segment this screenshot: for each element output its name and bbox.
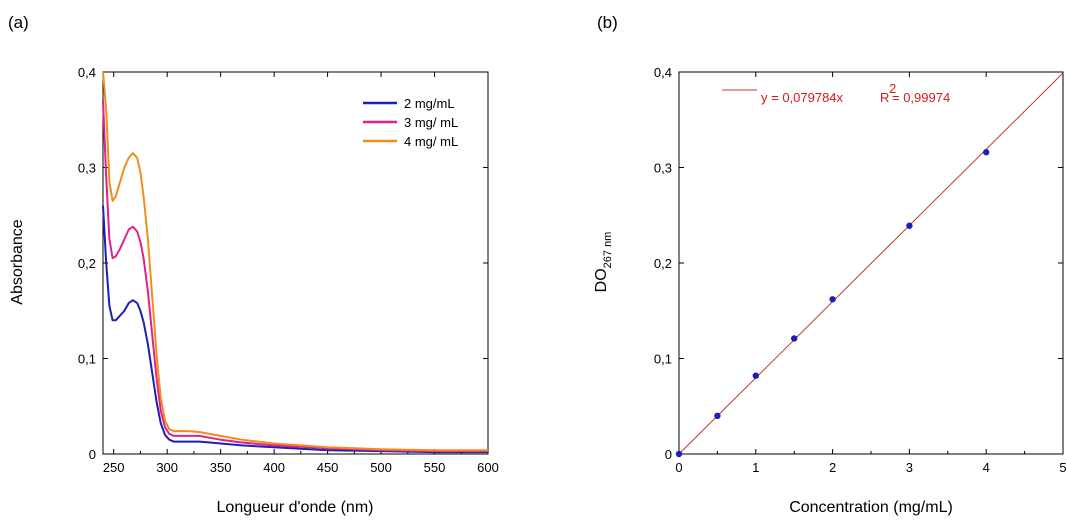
fit-line [678,72,1064,455]
legend-label-3mg: 3 mg/ mL [404,115,458,130]
plot-a-xtick-label: 400 [263,460,285,475]
r2-superscript: 2 [889,81,896,96]
plot-b-xtick-label: 0 [675,460,682,475]
plot-b-xtick-label: 1 [752,460,759,475]
plot-a-legend: 2 mg/mL 3 mg/ mL 4 mg/ mL [363,96,458,149]
plot-a-xtick-label: 500 [370,460,392,475]
plot-b-xtick-label: 5 [1059,460,1066,475]
panel-b: (b) 0 1 2 3 4 5 0 0,1 0,2 0,3 0,4 Concentration (m… [593,13,1066,516]
plot-b-ylabel-main: DO [593,268,610,292]
plot-b-ytick-label: 0,3 [654,161,672,176]
plot-a-ytick-label: 0,4 [78,65,96,80]
plot-a-ytick-label: 0 [89,447,96,462]
plot-a-area: 250 300 350 400 450 500 550 600 0 0,1 0,2 0,3 0,4 [78,65,499,475]
plot-b-xtick-label: 4 [983,460,990,475]
plot-a-xlabel: Longueur d'onde (nm) [217,499,374,516]
data-point [829,296,836,303]
plot-b-equation: y = 0,079784x R 2 = 0,99974 [722,81,950,105]
plot-b-ytick-label: 0 [665,447,672,462]
data-point [714,412,721,419]
plot-b-area: 0 1 2 3 4 5 0 0,1 0,2 0,3 0,4 [654,65,1066,475]
plot-b-ytick-label: 0,1 [654,352,672,367]
data-point [675,450,683,458]
equation-text: y = 0,079784x [761,90,844,105]
plot-b-ytick-label: 0,4 [654,65,672,80]
plot-a-ytick-label: 0,1 [78,352,96,367]
panel-a-label: (a) [8,13,29,32]
plot-b-ylabel-sub: 267 nm [602,232,614,269]
data-point [791,335,798,342]
data-point [906,222,913,229]
series-line-4mg [102,71,488,452]
plot-a-xtick-label: 250 [103,460,125,475]
plot-b-xtick-label: 2 [829,460,836,475]
data-point [983,149,990,156]
legend-label-4mg: 4 mg/ mL [404,134,458,149]
plot-b-ylabel: DO267 nm [593,232,614,293]
data-point [752,372,759,379]
panel-a: (a) 250 300 350 400 450 500 550 600 0 0,1 0,2 0,3 0,… [8,13,499,516]
plot-b-ytick-label: 0,2 [654,256,672,271]
plot-a-xtick-label: 450 [317,460,339,475]
plot-a-xtick-label: 600 [477,460,499,475]
series-line-3mg [102,100,488,453]
panel-b-label: (b) [597,13,618,32]
plot-a-xtick-label: 350 [210,460,232,475]
plot-a-ytick-label: 0,2 [78,256,96,271]
series-line-2mg [102,205,488,454]
plot-b-xtick-label: 3 [906,460,913,475]
legend-label-2mg: 2 mg/mL [404,96,455,111]
r2-text: = 0,99974 [892,90,950,105]
plot-b-xlabel: Concentration (mg/mL) [789,499,953,516]
plot-a-xtick-label: 300 [156,460,178,475]
r2-prefix: R [880,90,889,105]
plot-a-ytick-label: 0,3 [78,161,96,176]
plot-a-ylabel: Absorbance [9,219,26,304]
plot-a-xtick-label: 550 [424,460,446,475]
